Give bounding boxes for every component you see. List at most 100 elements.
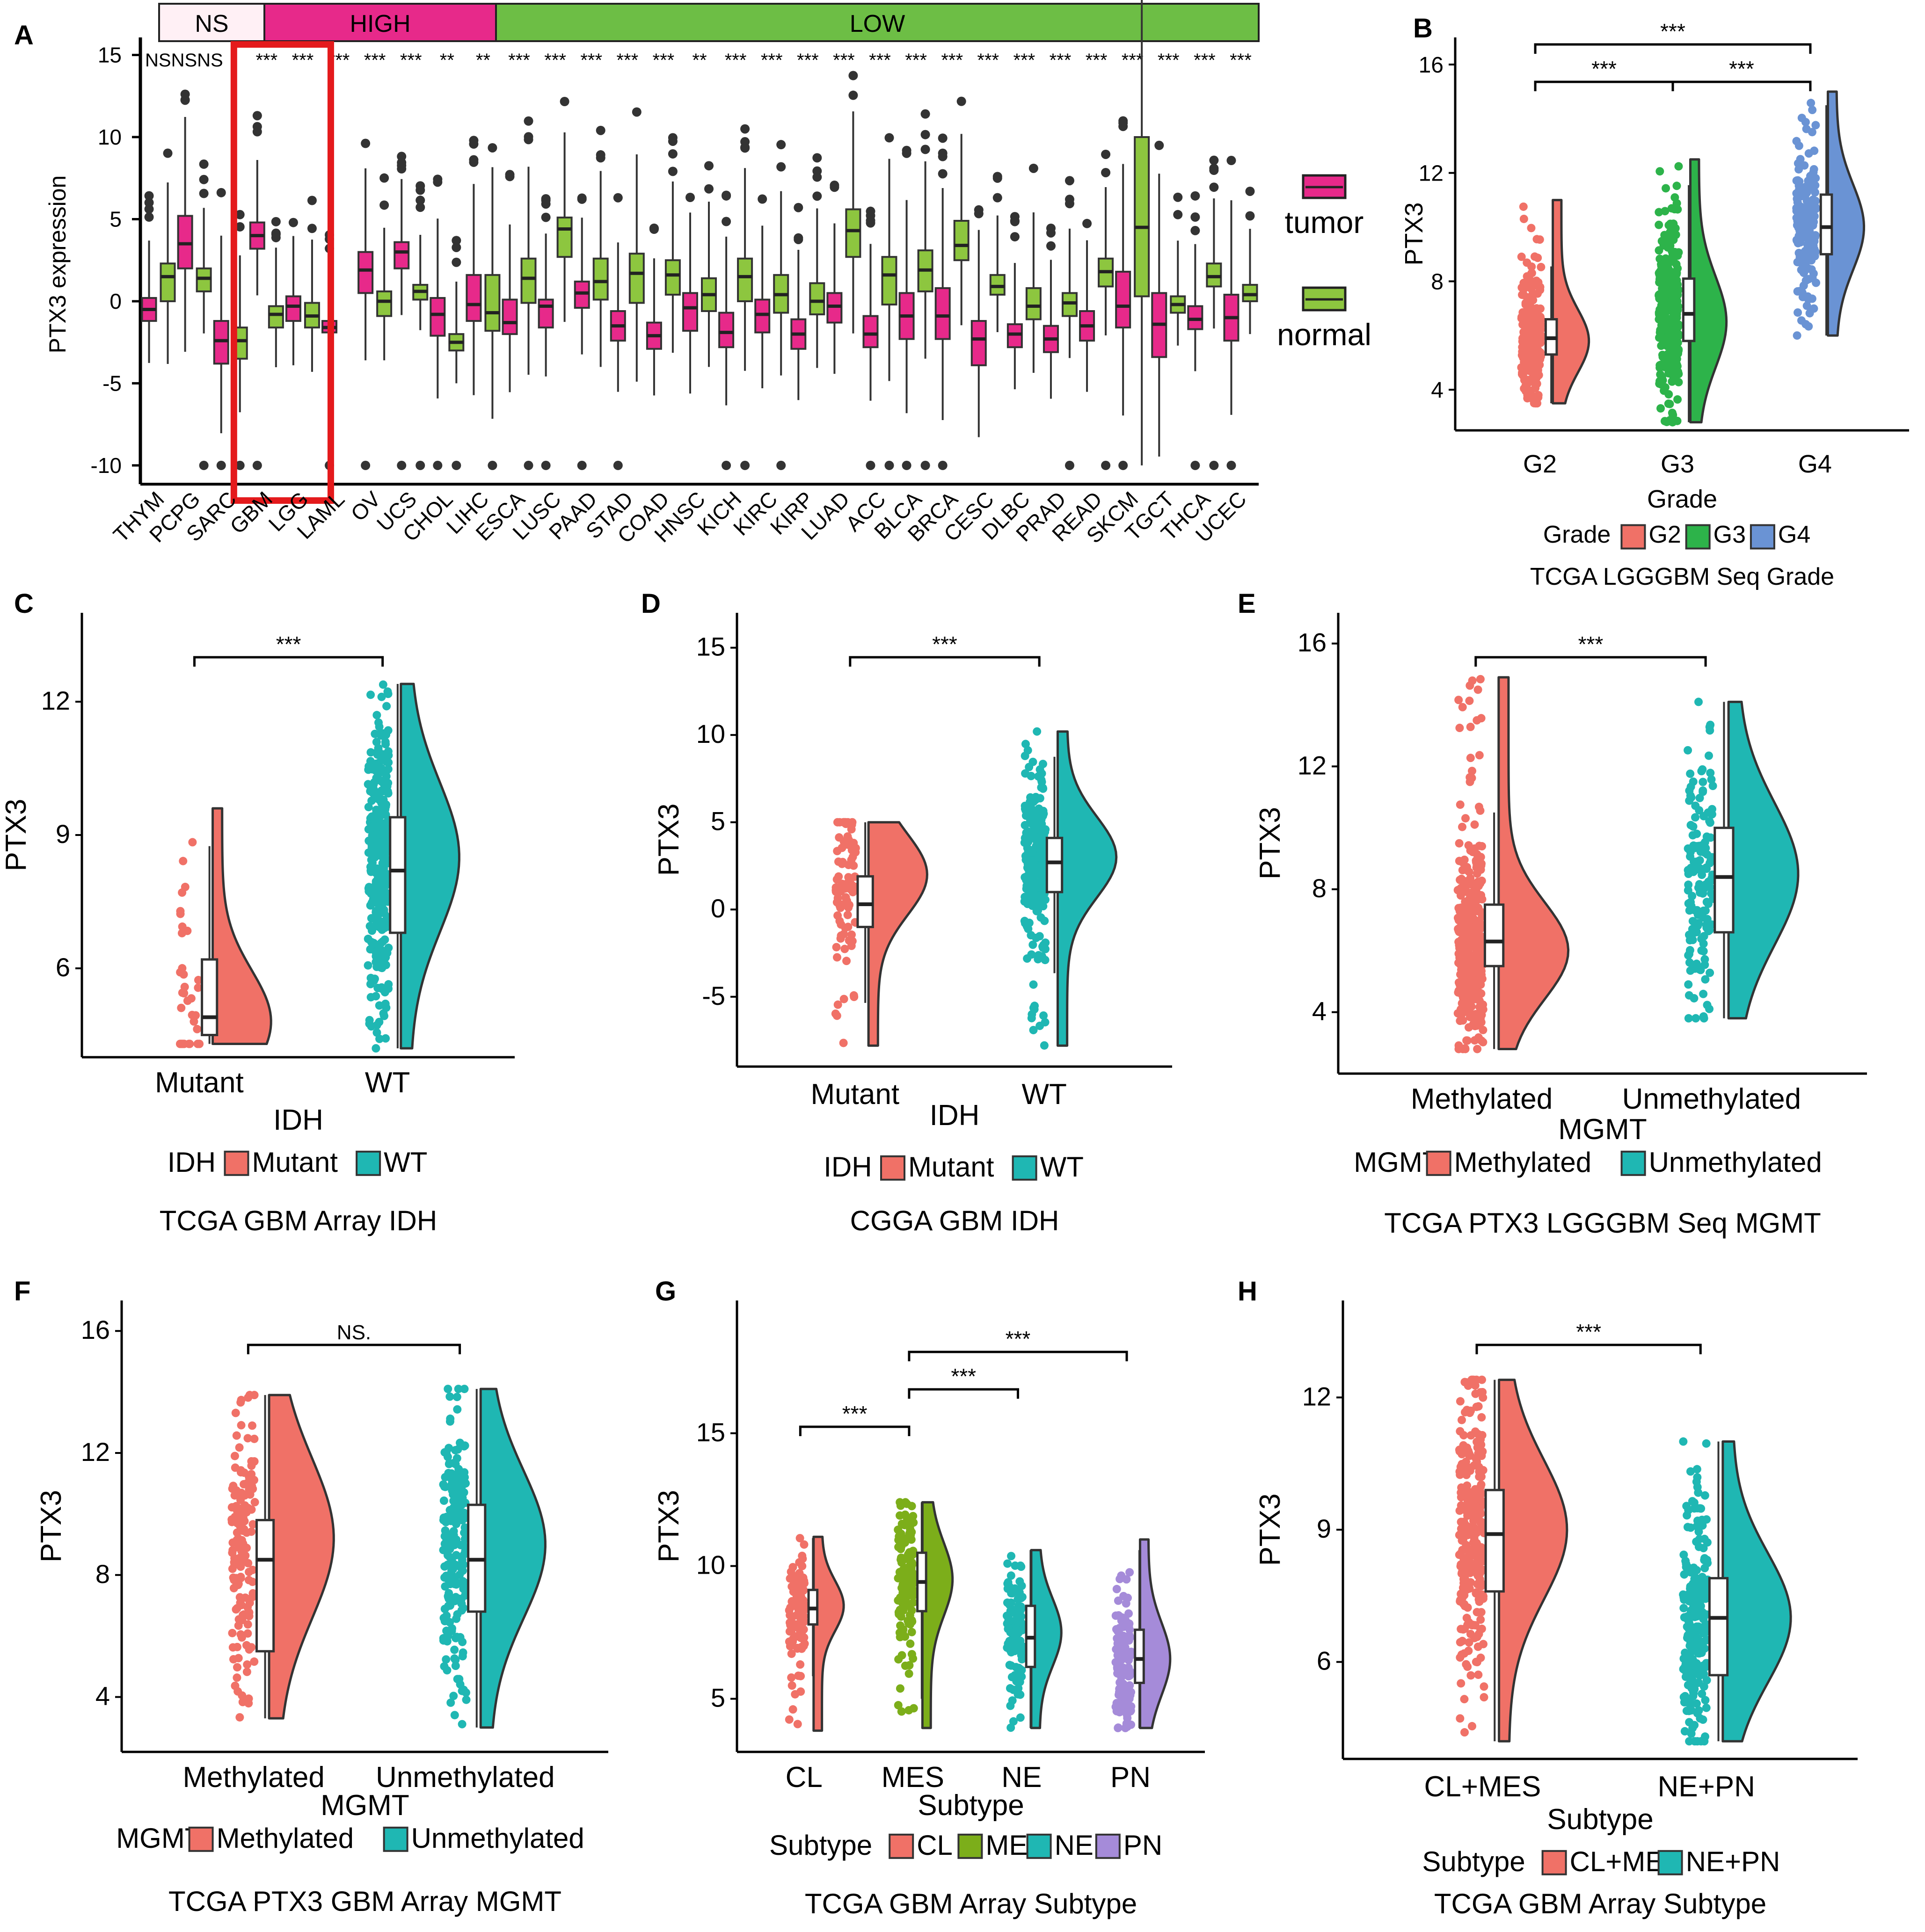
- legend-label: tumor: [1285, 205, 1364, 240]
- y-tick-label: 12: [1419, 161, 1444, 186]
- data-point: [1798, 258, 1807, 267]
- data-point: [1699, 1682, 1708, 1691]
- data-point: [1476, 675, 1485, 683]
- data-point: [1475, 996, 1484, 1005]
- violin-wt: [400, 683, 460, 1050]
- data-point: [1041, 895, 1050, 904]
- data-point: [1466, 874, 1475, 883]
- data-point: [909, 1704, 918, 1713]
- data-point: [1523, 379, 1532, 388]
- data-point: [1706, 726, 1714, 735]
- violin-ne-pn: [1721, 1440, 1792, 1743]
- outlier-point: [884, 133, 894, 143]
- data-point: [785, 1715, 794, 1724]
- outlier-point: [379, 173, 389, 183]
- data-point: [898, 1631, 907, 1640]
- panel-label: B: [1413, 13, 1433, 44]
- box-tumor: [754, 298, 771, 334]
- data-point: [843, 832, 852, 841]
- data-point: [900, 1538, 909, 1547]
- legend-swatch: [356, 1150, 381, 1176]
- data-point: [459, 1579, 468, 1588]
- violin-methylated: [1497, 676, 1570, 1050]
- data-point: [381, 953, 390, 962]
- data-point: [1456, 1397, 1465, 1406]
- data-point: [1808, 294, 1816, 303]
- data-point: [1706, 769, 1715, 777]
- outlier-point: [199, 159, 209, 169]
- data-point: [245, 1598, 254, 1607]
- box-tumor: [826, 292, 843, 324]
- box-normal: [520, 257, 537, 304]
- data-point: [1802, 124, 1811, 133]
- outlier-point: [541, 212, 551, 222]
- outlier-point: [974, 209, 984, 218]
- data-point: [1796, 155, 1805, 164]
- outlier-point: [902, 148, 911, 158]
- outlier-point: [524, 116, 533, 126]
- data-point: [1686, 1660, 1695, 1669]
- data-point: [1473, 1525, 1482, 1534]
- outlier-point: [163, 148, 173, 158]
- data-point: [242, 1528, 251, 1537]
- data-point: [1015, 1678, 1024, 1686]
- data-point: [894, 1596, 903, 1605]
- data-point: [1799, 268, 1808, 277]
- box-ne-pn: [1708, 1577, 1729, 1677]
- data-point: [904, 1582, 913, 1591]
- data-point: [905, 1572, 914, 1581]
- data-point: [1665, 258, 1674, 267]
- outlier-point: [956, 96, 966, 106]
- panel-title: TCGA PTX3 LGGGBM Seq MGMT: [1384, 1207, 1821, 1239]
- outlier-point: [577, 193, 587, 203]
- significance-label: ***: [842, 1402, 868, 1426]
- legend-swatch: [1095, 1833, 1121, 1859]
- data-point: [834, 872, 843, 881]
- data-point: [443, 1453, 452, 1461]
- outlier-point: [920, 460, 930, 470]
- data-point: [181, 883, 190, 892]
- data-point: [1015, 1591, 1024, 1600]
- data-point: [1035, 794, 1044, 803]
- data-point: [1039, 902, 1048, 911]
- data-point: [369, 923, 378, 932]
- data-point: [449, 1692, 458, 1700]
- data-point: [1456, 1714, 1465, 1723]
- violin-g2: [1552, 199, 1590, 405]
- violin-cl: [812, 1535, 845, 1732]
- data-point: [1798, 207, 1807, 216]
- data-point: [441, 1482, 450, 1491]
- data-point: [1126, 1691, 1135, 1700]
- data-point: [1460, 1728, 1469, 1737]
- outlier-point: [1173, 192, 1183, 202]
- box-tumor: [285, 295, 301, 322]
- data-point: [1113, 1634, 1122, 1643]
- outlier-point: [722, 217, 731, 226]
- x-tick-label: Mutant: [811, 1078, 900, 1111]
- y-tick-label: -10: [91, 453, 122, 478]
- box-methylated: [1483, 903, 1505, 967]
- significance-label: ***: [905, 50, 927, 71]
- data-point: [1686, 769, 1695, 778]
- data-point: [1472, 977, 1480, 986]
- data-point: [1518, 291, 1527, 299]
- outlier-point: [361, 138, 371, 148]
- data-point: [1016, 1713, 1025, 1722]
- data-point: [460, 1528, 469, 1537]
- data-point: [1517, 283, 1526, 292]
- box-tumor: [1115, 270, 1131, 329]
- outlier-point: [848, 71, 858, 80]
- data-point: [1006, 1684, 1014, 1693]
- data-point: [1670, 295, 1678, 304]
- outlier-point: [920, 109, 930, 119]
- y-tick-label: 6: [56, 952, 70, 982]
- data-point: [1458, 1522, 1467, 1531]
- significance-label: ***: [255, 50, 277, 71]
- data-point: [1462, 863, 1471, 872]
- data-point: [1672, 270, 1681, 279]
- y-tick-label: 12: [1298, 750, 1327, 780]
- x-tick-label: CL: [786, 1761, 823, 1794]
- data-point: [450, 1573, 459, 1582]
- data-point: [1683, 1523, 1692, 1532]
- data-point: [1659, 294, 1668, 303]
